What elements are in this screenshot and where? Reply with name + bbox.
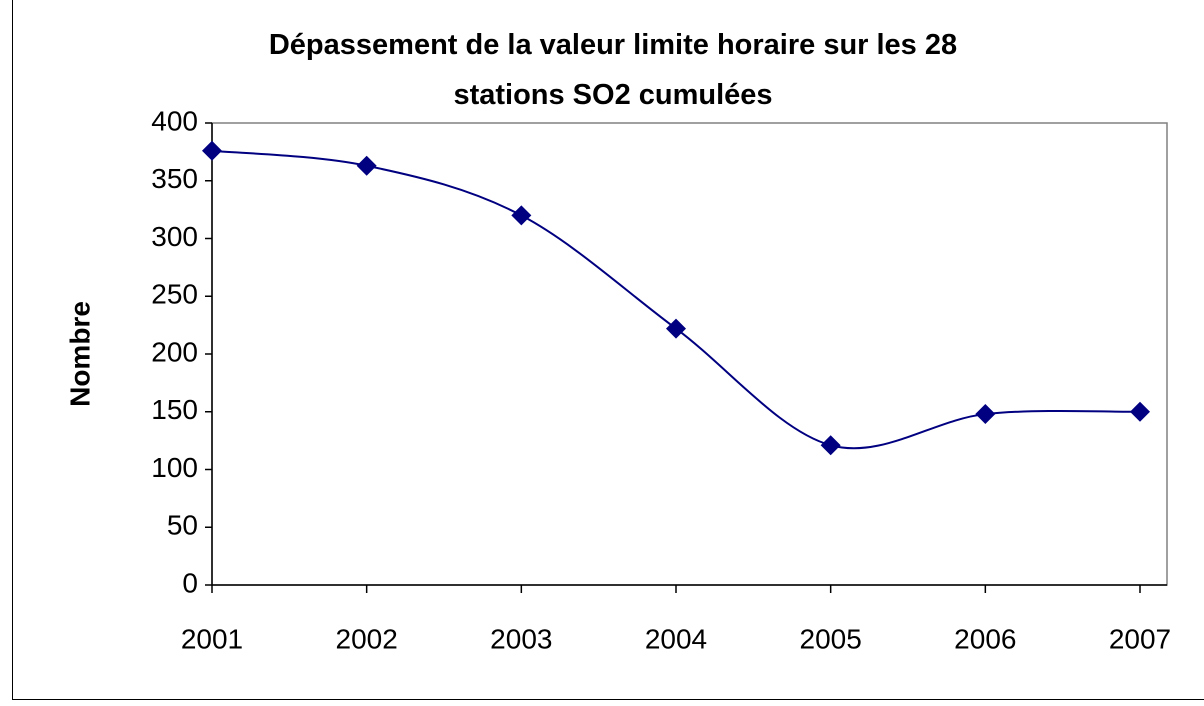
x-tick-label: 2004	[645, 623, 707, 654]
chart-title: Dépassement de la valeur limite horaire …	[213, 20, 1013, 120]
x-tick-label: 2005	[800, 623, 862, 654]
y-tick-label: 200	[151, 336, 198, 367]
y-tick-label: 0	[182, 567, 198, 598]
y-tick-label: 400	[151, 105, 198, 136]
y-tick-label: 50	[167, 510, 198, 541]
plot-area	[212, 123, 1167, 585]
y-tick-label: 350	[151, 163, 198, 194]
y-tick-label: 300	[151, 221, 198, 252]
y-tick-label: 150	[151, 394, 198, 425]
title-box: Dépassement de la valeur limite horaire …	[213, 20, 1013, 130]
x-tick-label: 2007	[1109, 623, 1171, 654]
x-tick-label: 2002	[336, 623, 398, 654]
y-axis-label: Nombre	[64, 301, 95, 407]
x-tick-label: 2003	[490, 623, 552, 654]
y-tick-label: 250	[151, 279, 198, 310]
y-tick-label: 100	[151, 452, 198, 483]
x-tick-label: 2006	[954, 623, 1016, 654]
x-tick-label: 2001	[181, 623, 243, 654]
